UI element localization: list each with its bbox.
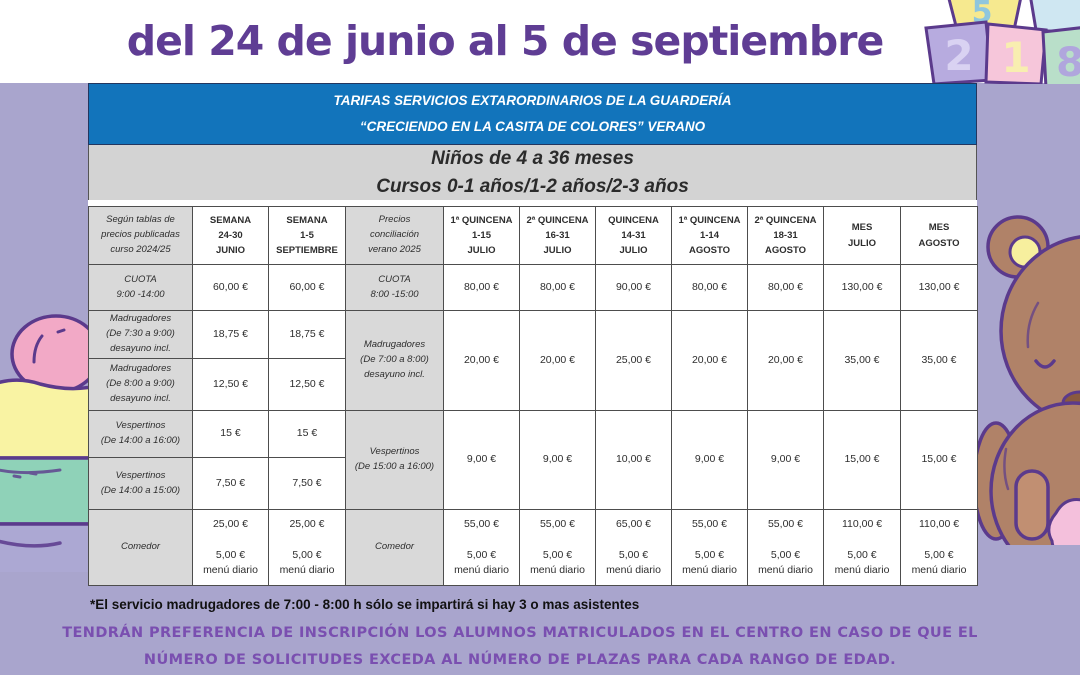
row-vespertinos-1415: Vespertinos (De 14:00 a 15:00) 7,50 € 7,… [88,457,978,510]
price-cell: 110,00 € 5,00 € menú diario [823,509,901,586]
price-cell: 12,50 € [268,358,346,411]
label-madrugadores-verano: Madrugadores (De 7:00 a 8:00) desayuno i… [345,310,444,411]
label-madrugadores-800: Madrugadores (De 8:00 a 9:00) desayuno i… [88,358,193,411]
header-quincena1-agosto: 1ª QUINCENA 1-14 AGOSTO [671,206,748,265]
price-cell: 9,00 € [443,410,520,510]
price-cell: 9,00 € [519,410,596,510]
age-subtitle: Niños de 4 a 36 meses Cursos 0-1 años/1-… [88,145,977,200]
price-cell: 7,50 € [192,457,269,510]
price-cell: 35,00 € [823,310,901,411]
price-cell: 80,00 € [747,264,824,311]
price-cell: 80,00 € [671,264,748,311]
header-mes-agosto: MES AGOSTO [900,206,978,265]
price-cell: 35,00 € [900,310,978,411]
row-madrugadores-800: Madrugadores (De 8:00 a 9:00) desayuno i… [88,358,978,411]
banner-line1: TARIFAS SERVICIOS EXTARORDINARIOS DE LA … [333,92,732,108]
price-cell: 20,00 € [671,310,748,411]
row-vespertinos-1416: Vespertinos (De 14:00 a 16:00) 15 € 15 €… [88,410,978,510]
price-cell: 15,00 € [823,410,901,510]
banner-line2: “CRECIENDO EN LA CASITA DE COLORES” VERA… [359,119,706,134]
label-comedor-verano: Comedor [345,509,444,586]
price-cell: 9,00 € [747,410,824,510]
price-cell: 130,00 € [823,264,901,311]
price-cell: 80,00 € [519,264,596,311]
price-cell: 55,00 € 5,00 € menú diario [519,509,596,586]
tariff-section: TARIFAS SERVICIOS EXTARORDINARIOS DE LA … [88,83,978,586]
header-semana-septiembre: SEMANA 1-5 SEPTIEMBRE [268,206,346,265]
subtitle-line1: Niños de 4 a 36 meses [431,147,634,169]
price-cell: 12,50 € [192,358,269,411]
header-quincena1-julio: 1ª QUINCENA 1-15 JULIO [443,206,520,265]
header-season-prices: Según tablas de precios publicadas curso… [88,206,193,265]
header-mes-julio: MES JULIO [823,206,901,265]
teddy-bear-illustration [978,215,1080,545]
price-cell: 15 € [192,410,269,458]
tariff-table: Según tablas de precios publicadas curso… [88,206,978,586]
price-cell: 55,00 € 5,00 € menú diario [747,509,824,586]
tariff-banner: TARIFAS SERVICIOS EXTARORDINARIOS DE LA … [88,83,977,145]
price-cell: 7,50 € [268,457,346,510]
label-vespertinos-1415: Vespertinos (De 14:00 a 15:00) [88,457,193,510]
price-cell: 20,00 € [747,310,824,411]
price-cell: 25,00 € 5,00 € menú diario [268,509,346,586]
price-cell: 80,00 € [443,264,520,311]
price-cell: 55,00 € 5,00 € menú diario [443,509,520,586]
row-cuota: CUOTA 9:00 -14:00 60,00 € 60,00 € CUOTA … [88,264,978,311]
price-cell: 20,00 € [443,310,520,411]
top-white-band [0,0,1080,83]
header-quincena-julio: QUINCENA 14-31 JULIO [595,206,672,265]
table-gap [88,200,977,206]
price-cell: 60,00 € [268,264,346,311]
price-cell: 10,00 € [595,410,672,510]
label-cuota: CUOTA 9:00 -14:00 [88,264,193,311]
price-cell: 15,00 € [900,410,978,510]
page-title: del 24 de junio al 5 de septiembre [126,17,885,65]
price-cell: 25,00 € 5,00 € menú diario [192,509,269,586]
subtitle-line2: Cursos 0-1 años/1-2 años/2-3 años [376,175,689,197]
header-semana-junio: SEMANA 24-30 JUNIO [192,206,269,265]
price-cell: 18,75 € [192,310,269,359]
price-cell: 130,00 € [900,264,978,311]
row-comedor: Comedor 25,00 € 5,00 € menú diario 25,00… [88,509,978,586]
toy-cake-illustration [0,314,88,572]
preference-note: TENDRÁN PREFERENCIA DE INSCRIPCIÓN LOS A… [62,625,978,668]
label-madrugadores-730: Madrugadores (De 7:30 a 9:00) desayuno i… [88,310,193,359]
header-quincena2-agosto: 2ª QUINCENA 18-31 AGOSTO [747,206,824,265]
price-cell: 55,00 € 5,00 € menú diario [671,509,748,586]
header-quincena2-julio: 2ª QUINCENA 16-31 JULIO [519,206,596,265]
price-cell: 90,00 € [595,264,672,311]
madrugadores-footnote: *El servicio madrugadores de 7:00 - 8:00… [90,597,640,612]
price-cell: 60,00 € [192,264,269,311]
label-cuota-verano: CUOTA 8:00 -15:00 [345,264,444,311]
price-cell: 110,00 € 5,00 € menú diario [900,509,978,586]
header-row: Según tablas de precios publicadas curso… [88,206,978,265]
label-vespertinos-verano: Vespertinos (De 15:00 a 16:00) [345,410,444,510]
price-cell: 9,00 € [671,410,748,510]
price-cell: 18,75 € [268,310,346,359]
label-vespertinos-1416: Vespertinos (De 14:00 a 16:00) [88,410,193,458]
price-cell: 15 € [268,410,346,458]
price-cell: 20,00 € [519,310,596,411]
header-precios-conciliacion: Precios conciliación verano 2025 [345,206,444,265]
row-madrugadores-730: Madrugadores (De 7:30 a 9:00) desayuno i… [88,310,978,411]
price-cell: 25,00 € [595,310,672,411]
label-comedor: Comedor [88,509,193,586]
price-cell: 65,00 € 5,00 € menú diario [595,509,672,586]
